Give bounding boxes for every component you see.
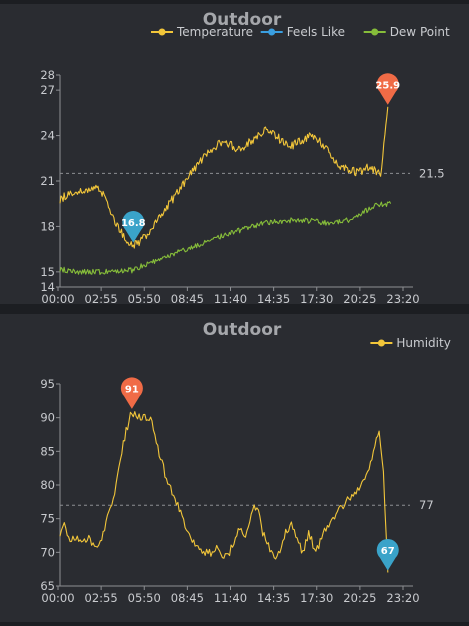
pin-marker-icon: [122, 211, 145, 243]
temperature-line: [59, 106, 389, 249]
humidity-chart: Outdoor Humidity 65 70 75 80 85 90 95 00:00 02:5…: [40, 320, 451, 605]
y-tick-label: 90: [40, 411, 55, 425]
pin-label: 16.8: [121, 218, 146, 229]
dew-point-line: [59, 201, 392, 276]
legend-item-temperature[interactable]: Temperature: [151, 25, 253, 39]
legend-dot-icon: [268, 28, 276, 36]
pin-label: 67: [381, 546, 395, 557]
y-tick-label: 80: [40, 478, 55, 492]
y-tick-label: 18: [40, 219, 55, 233]
legend[interactable]: Dew Point Feels Like Temperature: [151, 25, 450, 39]
x-tick-label: 23:20: [386, 292, 419, 306]
x-tick-label: 00:00: [41, 591, 74, 605]
x-tick-label: 05:50: [128, 591, 161, 605]
max-marker[interactable]: 25.9: [375, 73, 400, 105]
chart-title: Outdoor: [203, 320, 282, 340]
y-tick-label: 70: [40, 545, 55, 559]
temperature-chart: Outdoor Dew Point Feels Like Temperature 1…: [40, 10, 450, 306]
pin-marker-icon: [376, 73, 399, 105]
chart-title: Outdoor: [203, 10, 282, 30]
humidity-chart-panel: Outdoor Humidity 65 70 75 80 85 90 95 00:00 02:5…: [0, 314, 469, 622]
legend-item-feels-like[interactable]: Feels Like: [260, 25, 345, 39]
pin-marker-icon: [120, 377, 143, 409]
pin-marker-icon: [376, 538, 399, 571]
series-lines: [59, 411, 389, 573]
legend-label: Dew Point: [390, 25, 450, 39]
legend-item-dew-point[interactable]: Dew Point: [363, 25, 450, 39]
x-tick-label: 02:55: [85, 591, 118, 605]
legend-label: Temperature: [176, 25, 253, 39]
pin-label: 25.9: [375, 80, 400, 91]
y-tick-label: 14: [40, 280, 55, 294]
x-tick-label: 17:30: [300, 292, 333, 306]
legend[interactable]: Humidity: [370, 336, 451, 350]
y-tick-label: 24: [40, 129, 55, 143]
y-tick-label: 28: [40, 68, 55, 82]
markers: 91 67: [120, 377, 399, 571]
average-label: 21.5: [419, 166, 445, 180]
x-tick-label: 14:35: [257, 591, 290, 605]
humidity-line: [59, 411, 389, 573]
y-tick-label: 27: [40, 83, 55, 97]
temperature-chart-panel: Outdoor Dew Point Feels Like Temperature 1…: [0, 4, 469, 306]
legend-label: Feels Like: [287, 25, 345, 39]
legend-dot-icon: [371, 28, 379, 36]
x-tick-label: 05:50: [128, 292, 161, 306]
x-tick-label: 20:25: [343, 591, 376, 605]
y-tick-label: 15: [40, 265, 55, 279]
y-tick-label: 85: [40, 444, 55, 458]
y-tick-label: 95: [40, 377, 55, 391]
x-tick-label: 23:20: [386, 591, 419, 605]
y-tick-label: 65: [40, 579, 55, 593]
axes: 65 70 75 80 85 90 95 00:00 02:55 05:50 08:45 11:40 1…: [40, 377, 433, 605]
legend-dot-icon: [377, 339, 385, 347]
x-tick-label: 11:40: [214, 292, 247, 306]
x-tick-label: 02:55: [85, 292, 118, 306]
x-tick-label: 11:40: [214, 591, 247, 605]
series-lines: [59, 106, 392, 276]
x-tick-label: 08:45: [171, 591, 204, 605]
legend-label: Humidity: [396, 336, 450, 350]
x-tick-label: 14:35: [257, 292, 290, 306]
x-tick-label: 00:00: [41, 292, 74, 306]
x-tick-label: 20:25: [343, 292, 376, 306]
x-tick-label: 08:45: [171, 292, 204, 306]
min-marker[interactable]: 16.8: [121, 211, 146, 243]
markers: 25.9 16.8: [121, 73, 400, 243]
y-tick-label: 75: [40, 512, 55, 526]
min-marker[interactable]: 67: [376, 538, 399, 571]
x-tick-label: 17:30: [300, 591, 333, 605]
pin-label: 91: [125, 384, 139, 395]
legend-dot-icon: [158, 28, 166, 36]
average-label: 77: [419, 498, 434, 512]
y-tick-label: 21: [40, 174, 55, 188]
max-marker[interactable]: 91: [120, 377, 143, 409]
legend-item-humidity[interactable]: Humidity: [370, 336, 451, 350]
